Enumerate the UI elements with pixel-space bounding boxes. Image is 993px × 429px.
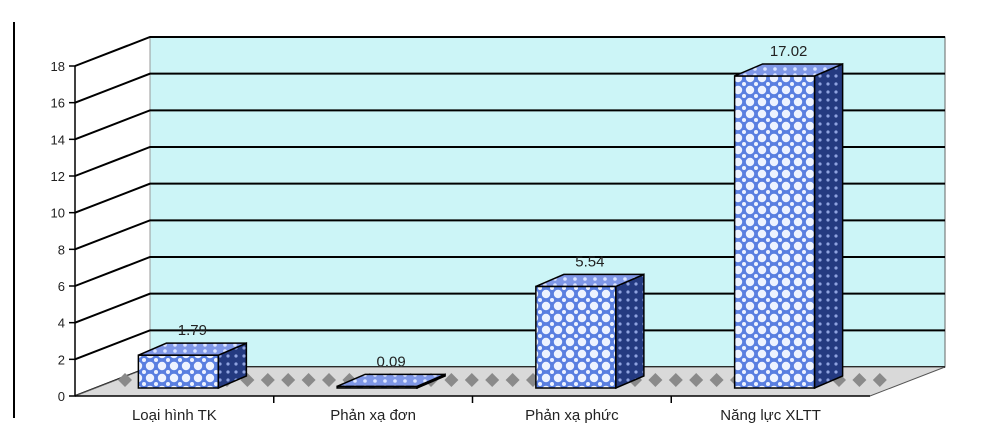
- side-wall: [74, 36, 151, 397]
- bar-top: [734, 63, 843, 77]
- floor-diamond: [322, 373, 336, 387]
- y-tick-label: 8: [58, 242, 65, 257]
- bar-front: [733, 75, 816, 389]
- gridline: [74, 72, 945, 104]
- floor-diamond: [709, 373, 724, 387]
- floor-diamond: [118, 373, 132, 387]
- data-label: 5.54: [575, 253, 604, 270]
- floor-diamond: [301, 373, 316, 387]
- floor-diamond: [485, 373, 500, 387]
- bar: [137, 342, 248, 390]
- y-tick-label: 18: [51, 59, 65, 74]
- bar-top: [336, 373, 446, 388]
- gridline: [74, 146, 945, 177]
- floor-diamond: [648, 373, 663, 387]
- floor-diamond: [444, 373, 459, 387]
- floor-diamond: [260, 373, 275, 387]
- floor-diamond: [689, 373, 704, 387]
- data-label: 0.09: [377, 353, 406, 370]
- bar-top: [138, 342, 247, 356]
- y-tick-label: 2: [58, 352, 65, 367]
- gridline: [74, 109, 945, 141]
- floor-diamond: [464, 373, 479, 387]
- category-label: Phản xạ phức: [525, 407, 619, 424]
- floor-diamond: [852, 373, 867, 387]
- y-tick-label: 10: [51, 206, 65, 221]
- bar-top: [535, 273, 645, 288]
- y-tick-label: 0: [58, 389, 65, 404]
- category-label: Loại hình TK: [132, 407, 217, 424]
- data-label: 1.79: [178, 322, 207, 339]
- bar-side: [615, 273, 645, 390]
- category-label: Năng lực XLTT: [720, 407, 821, 424]
- gridline: [74, 256, 945, 287]
- bar: [336, 373, 446, 390]
- bar-front: [137, 354, 220, 389]
- floor-diamond: [872, 373, 887, 387]
- gridline: [74, 36, 945, 67]
- y-tick-label: 14: [51, 132, 65, 147]
- floor-diamond: [281, 373, 296, 387]
- y-tick-label: 12: [51, 169, 65, 184]
- gridline: [74, 292, 945, 324]
- gridline: [74, 219, 945, 251]
- y-tick-label: 6: [58, 279, 65, 294]
- bar: [535, 273, 645, 390]
- bar: [733, 62, 844, 390]
- floor-diamond: [505, 373, 520, 387]
- gridline: [74, 329, 945, 361]
- gridline: [74, 182, 945, 214]
- category-label: Phản xạ đơn: [330, 407, 416, 424]
- bar-side: [813, 62, 844, 390]
- bar-front: [535, 285, 617, 389]
- data-label: 17.02: [770, 43, 808, 60]
- y-tick-label: 16: [51, 96, 65, 111]
- y-tick-label: 4: [58, 316, 65, 331]
- floor-diamond: [668, 373, 683, 387]
